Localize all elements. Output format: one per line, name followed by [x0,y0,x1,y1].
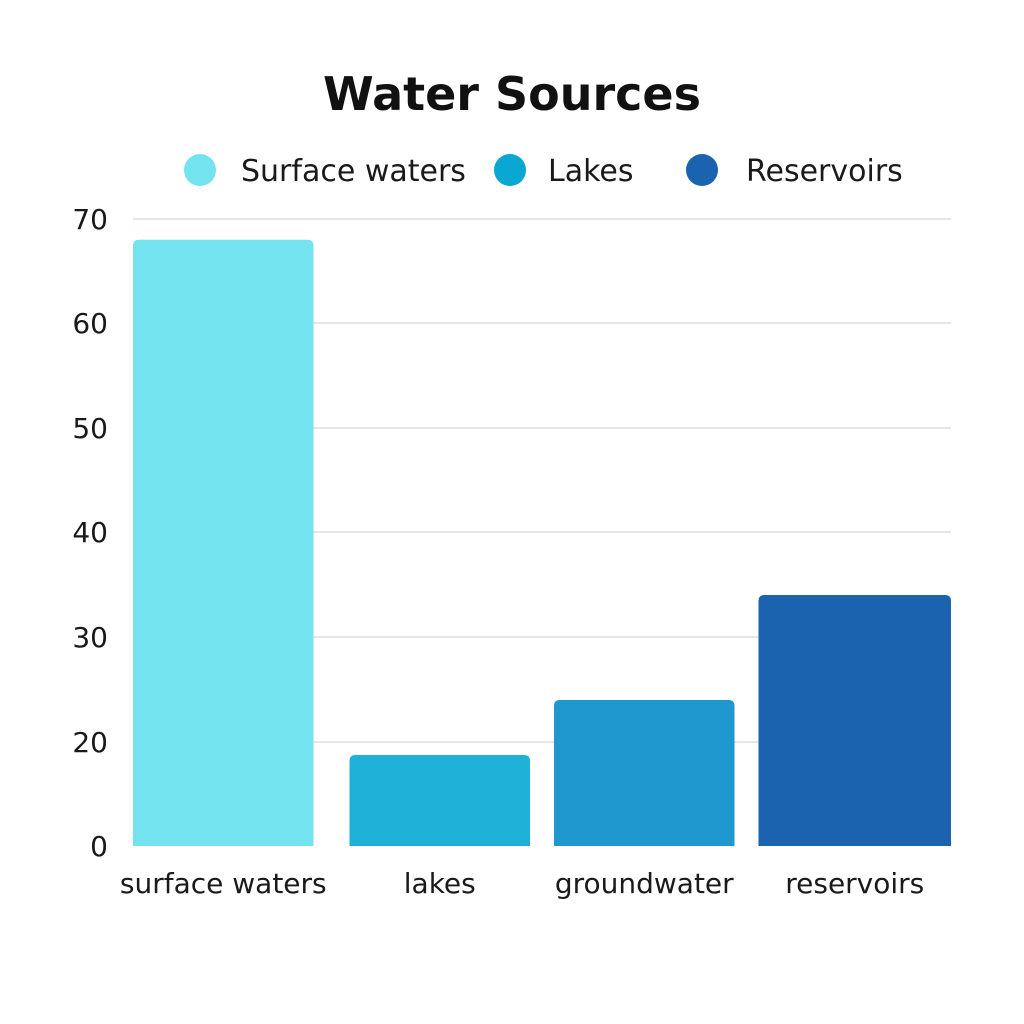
legend-marker-0 [184,154,216,186]
x-label-reservoirs: reservoirs [785,867,924,900]
bar-surface-waters [133,239,314,847]
y-tick-20: 20 [72,726,108,759]
y-tick-30: 30 [72,621,108,654]
chart-title: Water Sources [323,67,701,121]
x-axis-labels: surface waters lakes groundwater reservoirs [120,867,924,900]
legend-marker-2 [686,154,718,186]
y-tick-40: 40 [72,516,108,549]
bars [133,239,951,847]
bar-reservoirs [758,595,951,846]
y-tick-70: 70 [72,203,108,236]
x-label-lakes: lakes [404,867,476,900]
y-axis-ticks: 0 20 30 40 50 60 70 [72,203,108,863]
x-label-surface-waters: surface waters [120,867,327,900]
bar-groundwater [554,700,735,846]
legend-marker-1 [494,154,526,186]
legend-label-0: Surface waters [241,154,466,189]
bar-lakes [349,755,530,846]
y-tick-50: 50 [72,412,108,445]
legend-label-2: Reservoirs [746,154,903,189]
legend-label-1: Lakes [548,154,634,189]
y-tick-60: 60 [72,307,108,340]
x-label-groundwater: groundwater [555,867,734,900]
legend: Surface waters Lakes Reservoirs [184,154,903,189]
y-tick-0: 0 [90,830,108,863]
